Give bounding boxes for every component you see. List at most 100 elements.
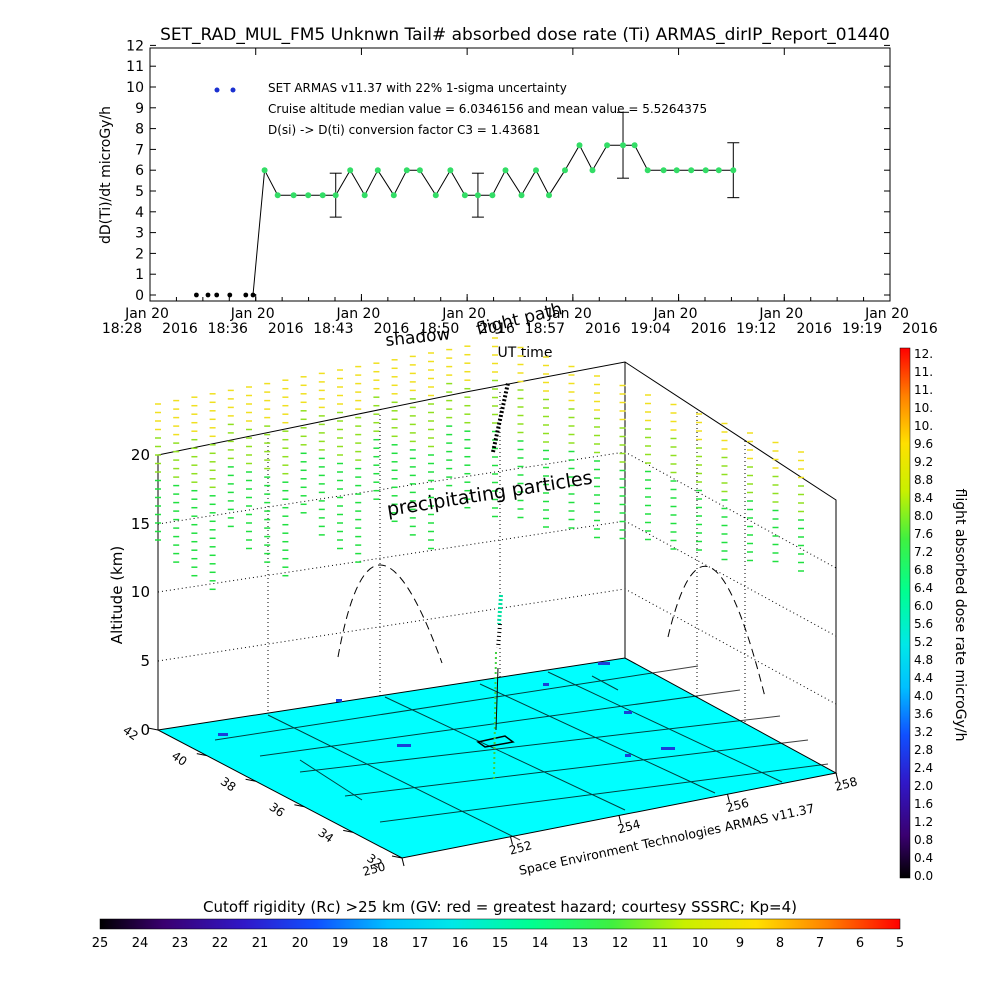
lat-tick-label: 42	[120, 723, 141, 743]
y-tick-label: 1	[135, 267, 144, 283]
lat-tick	[343, 829, 354, 833]
data-point	[474, 192, 481, 199]
data-point	[290, 192, 297, 199]
data-point	[250, 292, 256, 298]
dose-rate-series	[194, 111, 740, 298]
x-tick-time: 18:36	[208, 321, 248, 337]
lon-tick-label: 250	[361, 859, 387, 878]
data-point	[447, 167, 454, 174]
dose-colorbar-tick: 0.0	[914, 869, 933, 883]
x-tick-date: Jan 20	[124, 306, 169, 322]
precipitating-particles	[155, 337, 804, 591]
dose-colorbar-tick: 10.	[914, 419, 933, 433]
lat-tick-label: 38	[218, 774, 239, 794]
dose-colorbar-tick: 3.2	[914, 725, 933, 739]
rigidity-colorbar-tick: 20	[292, 936, 309, 951]
y-tick-label: 11	[126, 59, 144, 75]
dose-colorbar-tick: 0.4	[914, 851, 933, 865]
data-point	[502, 167, 509, 174]
x-tick-time: 19:04	[630, 321, 670, 337]
dose-colorbar-tick: 8.4	[914, 491, 933, 505]
lon-tick	[727, 794, 730, 803]
x-tick-time: 19:19	[842, 321, 882, 337]
data-point	[660, 167, 667, 174]
data-point	[546, 192, 552, 199]
y-tick-label: 3	[135, 226, 144, 242]
y-tick-label: 4	[135, 205, 144, 221]
lon-tick-label: 254	[616, 817, 642, 836]
rigidity-colorbar-tick: 10	[692, 936, 709, 951]
data-point	[576, 142, 583, 149]
dose-colorbar-tick: 7.6	[914, 527, 933, 541]
lat-tick-label: 34	[315, 825, 336, 845]
rigidity-colorbar-tick: 7	[816, 936, 824, 951]
x-tick-time: 18:50	[419, 321, 459, 337]
data-point	[319, 192, 326, 199]
legend-marker	[214, 87, 220, 93]
lat-tick	[245, 778, 256, 782]
data-point	[416, 167, 423, 174]
x-tick-year: 2016	[374, 321, 410, 337]
data-point	[589, 167, 596, 174]
x-axis-label: UT time	[498, 345, 553, 361]
legend-marker	[230, 87, 236, 93]
y-tick-label: 12	[126, 38, 144, 54]
rigidity-colorbar-tick: 6	[856, 936, 864, 951]
dose-colorbar-tick: 11.	[914, 365, 933, 379]
y-tick-label: 7	[135, 142, 144, 158]
dose-colorbar-tick: 2.0	[914, 779, 933, 793]
altitude-grid	[157, 392, 837, 725]
dose-colorbar-tick: 5.2	[914, 635, 933, 649]
z-tick-label: 0	[140, 721, 150, 739]
lon-tick	[618, 815, 622, 824]
lat-tick	[294, 804, 305, 808]
z-tick-label: 15	[131, 515, 150, 533]
x-tick-year: 2016	[585, 321, 621, 337]
chart-title: SET_RAD_MUL_FM5 Unknwn Tail# absorbed do…	[160, 25, 890, 45]
dose-colorbar-tick: 3.6	[914, 707, 933, 721]
rigidity-colorbar-tick: 23	[172, 936, 189, 951]
lat-tick-label: 40	[169, 749, 190, 769]
dose-colorbar-tick: 9.2	[914, 455, 933, 469]
data-point	[274, 192, 281, 199]
rigidity-colorbar-tick: 17	[412, 936, 429, 951]
y-tick-label: 0	[135, 288, 144, 304]
x-tick-year: 2016	[162, 321, 198, 337]
dose-colorbar-tick: 10.	[914, 401, 933, 415]
x-tick-year: 2016	[479, 321, 515, 337]
x-tick-year: 2016	[268, 321, 304, 337]
data-point	[702, 167, 709, 174]
dose-colorbar-tick: 4.4	[914, 671, 933, 685]
lon-tick	[401, 857, 405, 867]
rigidity-colorbar-tick: 12	[612, 936, 629, 951]
rigidity-colorbar-label: Cutoff rigidity (Rc) >25 km (GV: red = g…	[203, 898, 797, 916]
y-tick-label: 6	[135, 163, 144, 179]
data-point	[715, 167, 722, 174]
x-tick-date: Jan 20	[230, 306, 275, 322]
legend: SET ARMAS v11.37 with 22% 1-sigma uncert…	[214, 81, 707, 137]
data-point	[562, 167, 568, 174]
airport-marker	[476, 735, 515, 748]
dose-colorbar-label: flight absorbed dose rate microGy/h	[952, 489, 968, 742]
data-point	[489, 192, 496, 199]
x-tick-time: 18:57	[525, 321, 565, 337]
lon-tick-label: 256	[725, 796, 751, 815]
rigidity-colorbar-tick: 5	[896, 936, 904, 951]
lat-tick	[147, 727, 159, 731]
shadow-arc	[667, 565, 766, 698]
data-point	[461, 192, 468, 199]
dose-colorbar-tick: 12.	[914, 347, 933, 361]
z-tick-label: 10	[131, 583, 150, 601]
lat-tick	[391, 855, 403, 859]
rigidity-colorbar-tick: 21	[252, 936, 269, 951]
data-point	[620, 142, 626, 149]
data-point	[347, 167, 354, 174]
x-tick-time: 18:28	[102, 321, 142, 337]
rigidity-colorbar-tick: 25	[92, 936, 109, 951]
z-axis-ticks: 0 5 10 15 20	[131, 446, 150, 739]
dose-colorbar-tick: 6.8	[914, 563, 933, 577]
x-tick-date: Jan 20	[547, 306, 592, 322]
legend-entry: Cruise altitude median value = 6.0346156…	[268, 102, 707, 116]
rigidity-colorbar-ticks: 25 24 23 22 21 20 19 18 17 16 15 14 13 12 11 10 9 8 7 6 5	[92, 936, 904, 951]
